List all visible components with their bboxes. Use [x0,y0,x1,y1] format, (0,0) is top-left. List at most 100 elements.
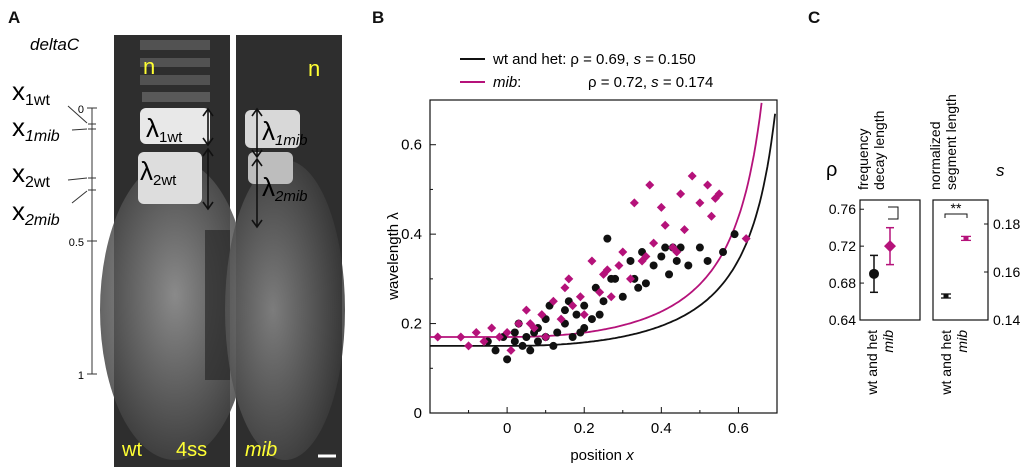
sig-bracket [944,213,968,218]
rho-tick-label: 0.72 [829,238,856,254]
point-wt [526,346,535,355]
point-wt [661,243,670,252]
rho-tick-label: 0.76 [829,201,856,217]
point-mib [548,296,558,306]
summary-axis-ticks: 0.76 0.72 0.68 0.64 0.18 0.16 0.14 [829,201,1021,328]
xcat-wt-s: wt and het [938,330,954,396]
point-mib [714,189,724,199]
point-wt [641,279,650,288]
col2-title-line1: normalized [927,122,943,190]
stage-label: 4ss [176,439,207,461]
point-mib [695,198,705,208]
point-wt [703,256,712,265]
x-tick-label: 0.6 [728,420,749,437]
point-mib [618,247,628,257]
point-mib [606,292,616,302]
x-tick-label: 0 [503,420,511,437]
rho-point-mib [884,240,896,253]
lambda-1wt-label: λ1wt [146,113,183,146]
x1mib-label: x1mib [12,112,60,145]
point-mib [602,265,612,275]
s-axis-symbol: s [996,161,1005,180]
panel-letter-a: A [8,8,21,27]
axis-ticks: 0 0.2 0.4 0.6 0 0.2 0.4 0.6 [401,137,749,437]
point-wt [518,341,527,350]
point-mib [668,243,678,253]
fit-curves [430,102,776,347]
col2-title-line2: segment length [943,94,959,190]
y-tick-label: 0.2 [401,316,422,333]
xcat-mib-rho: mib [880,330,896,353]
point-mib [494,332,504,342]
y-tick-label: 0 [414,405,422,422]
s-point-wt [943,294,949,298]
y-tick-label: 0.4 [401,226,422,243]
point-mib [456,332,466,342]
point-mib [649,238,659,248]
point-mib [529,323,539,333]
point-wt [553,328,562,337]
point-mib [464,341,474,351]
data-points [433,171,751,364]
panel-c-figure: ρ s frequency decay length normalized se… [826,94,1021,396]
scale-tick-1: 1 [78,370,84,382]
point-wt [634,283,643,292]
micrograph-mib [225,35,345,467]
point-mib [502,328,512,338]
point-mib [575,292,585,302]
point-wt [510,328,519,337]
x1wt-label: x1wt [12,76,50,109]
point-wt [549,341,558,350]
legend-entry-mib: mib: ρ = 0.72, s = 0.174 [493,74,713,91]
point-mib [672,247,682,257]
point-mib [514,319,524,329]
fit-curve-mib [430,102,763,338]
point-wt [607,274,616,283]
point-wt [719,248,728,257]
point-wt [568,332,577,341]
point-mib [568,301,578,311]
point-mib [656,202,666,212]
point-mib [679,225,689,235]
panel-letter-b: B [372,8,385,27]
point-mib [579,310,589,320]
scale-tick-05: 0.5 [69,237,84,249]
xcat-wt-rho: wt and het [864,330,880,396]
point-wt [580,301,589,310]
panel-a-figure: deltaC 0 0.5 1 x1wt x1mib x2wt x2mib [12,35,345,467]
point-mib [541,332,551,342]
point-wt [587,315,596,324]
wt-label: wt [121,439,142,461]
point-mib [506,345,516,355]
point-mib [521,305,531,315]
y-tick-label: 0.6 [401,137,422,154]
n-label-left: n [143,54,155,79]
lambda-2wt-label: λ2wt [140,156,177,189]
point-mib [641,252,651,261]
point-mib [741,234,751,244]
point-mib [645,180,655,190]
summary-points [869,226,971,299]
point-wt [503,355,512,364]
point-wt [665,270,674,279]
point-wt [599,297,608,306]
x-tick-label: 0.4 [651,420,672,437]
point-wt [510,337,519,346]
point-wt [576,328,585,337]
point-mib [687,171,697,181]
point-wt [572,310,581,319]
point-mib [676,189,686,199]
point-wt [533,337,542,346]
rho-axis-symbol: ρ [826,159,837,181]
point-wt [684,261,693,270]
point-wt [560,306,569,315]
chart-legend: wt and het: ρ = 0.69, s = 0.150 mib: ρ = 0… [460,51,713,91]
point-mib [525,319,535,329]
s-tick-label: 0.16 [993,264,1020,280]
point-mib [556,314,566,324]
position-scale: 0 0.5 1 [69,104,97,382]
point-mib [564,274,574,284]
col1-title-line1: frequency [855,129,871,190]
point-mib [537,310,547,320]
point-mib [471,328,481,338]
